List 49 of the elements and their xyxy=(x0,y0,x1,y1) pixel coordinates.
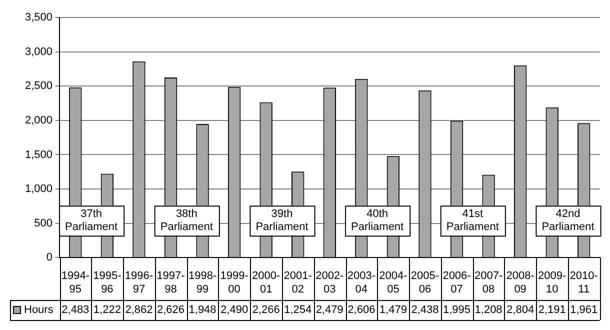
x-tick-label: 2003-04 xyxy=(347,270,376,296)
x-tick-label: 2009-10 xyxy=(538,270,566,296)
y-tick-label: 2,000 xyxy=(24,114,53,126)
x-tick-label: 2010-11 xyxy=(570,270,598,296)
x-tick-label: 2002-03 xyxy=(316,270,344,296)
data-label: 1,479 xyxy=(379,304,407,316)
data-label: 2,438 xyxy=(411,304,439,316)
data-label: 2,626 xyxy=(156,304,185,316)
legend-label: Hours xyxy=(24,304,54,316)
y-tick-label: 1,500 xyxy=(24,148,53,161)
data-label: 2,606 xyxy=(348,304,376,316)
x-tick-label: 1996-97 xyxy=(124,270,154,296)
x-tick-label: 2006-07 xyxy=(442,270,472,296)
data-label: 2,804 xyxy=(506,304,534,316)
y-tick-label: 3,500 xyxy=(24,12,53,24)
data-label: 1,208 xyxy=(474,304,502,316)
data-label: 2,266 xyxy=(252,304,280,316)
data-label: 1,995 xyxy=(442,304,471,316)
x-tick-label: 2005-06 xyxy=(410,270,440,296)
data-label: 1,222 xyxy=(93,304,121,316)
y-tick-label: 2,500 xyxy=(24,80,53,92)
y-tick-label: 3,000 xyxy=(24,46,53,58)
annotation: 38th Parliament xyxy=(160,208,213,234)
x-tick-label: 1997-98 xyxy=(156,270,186,296)
x-tick-label: 2008-09 xyxy=(506,270,535,296)
data-label: 2,862 xyxy=(125,304,153,316)
x-tick-label: 2001-02 xyxy=(284,270,312,296)
x-tick-label: 1999-00 xyxy=(220,270,249,296)
y-tick-label: 0 xyxy=(46,252,53,264)
data-label: 2,191 xyxy=(538,304,566,316)
x-tick-label: 1995-96 xyxy=(93,270,122,296)
annotation: 42nd Parliament xyxy=(542,208,594,234)
data-label: 2,490 xyxy=(220,304,248,316)
data-label: 1,961 xyxy=(570,304,598,316)
x-tick-label: 2007-08 xyxy=(474,270,503,296)
data-label: 2,479 xyxy=(316,304,344,316)
data-label: 1,254 xyxy=(284,304,312,316)
annotation: 37th Parliament xyxy=(65,208,118,234)
y-tick-label: 1,000 xyxy=(24,183,53,196)
x-tick-label: 2004-05 xyxy=(379,270,408,296)
data-label: 2,483 xyxy=(62,304,90,316)
x-tick-label: 2000-01 xyxy=(252,270,280,296)
annotation: 41st Parliament xyxy=(446,208,499,234)
data-label: 1,948 xyxy=(188,304,216,316)
annotation: 39th Parliament xyxy=(256,208,308,234)
y-tick-label: 500 xyxy=(34,217,53,230)
x-tick-label: 1998-99 xyxy=(188,270,217,296)
x-tick-label: 1994-95 xyxy=(61,270,90,296)
annotation: 40th Parliament xyxy=(351,208,404,234)
